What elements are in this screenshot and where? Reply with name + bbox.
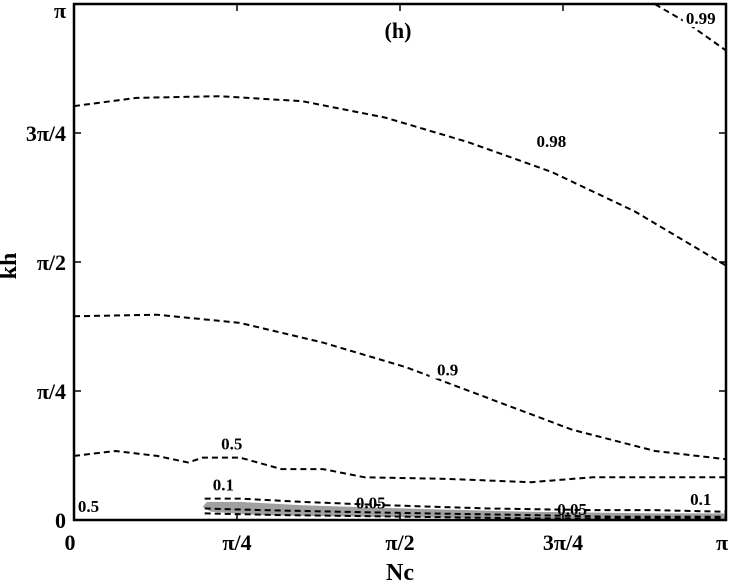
y-axis-label: kh xyxy=(0,253,22,280)
x-tick-label-1: π/4 xyxy=(222,530,251,555)
contour-label-1: 0.98 xyxy=(536,132,566,151)
contour-line-4 xyxy=(204,497,726,513)
x-tick-label-2: π/2 xyxy=(385,530,414,555)
contour-line-2 xyxy=(73,313,726,461)
contour-label-2: 0.9 xyxy=(437,360,458,379)
plot-frame xyxy=(72,2,728,522)
contour-label-0: 0.99 xyxy=(686,9,716,28)
x-tick-label-0: 0 xyxy=(65,530,76,555)
contour-label-bg-2 xyxy=(429,361,466,379)
y-tick-label-1: π/4 xyxy=(37,379,66,404)
contour-line-1 xyxy=(73,95,727,267)
contour-label-bg-0 xyxy=(682,9,719,27)
extra-label-1: 0.1 xyxy=(690,490,711,509)
contour-line-5 xyxy=(204,507,726,518)
y-tick-label-4: π xyxy=(54,0,66,23)
ticks-layer: 0 π/4 π/2 3π/4 π 0 π/4 π/2 3π/4 π xyxy=(26,0,728,555)
contour-lines-layer xyxy=(73,3,727,520)
x-tick-label-4: π xyxy=(716,530,728,555)
contour-label-6: 0.05 xyxy=(557,500,587,519)
contour-label-bg-1 xyxy=(533,133,570,151)
contour-label-4: 0.1 xyxy=(213,475,234,494)
y-tick-label-3: 3π/4 xyxy=(26,121,66,146)
contour-labels-layer: 0.99 0.98 0.9 0.5 0.1 0.05 0.05 0.5 0.1 xyxy=(78,9,719,519)
x-tick-label-3: 3π/4 xyxy=(543,530,583,555)
contour-label-5: 0.05 xyxy=(356,494,386,513)
contour-label-bg-3 xyxy=(213,435,250,453)
y-tick-label-0: 0 xyxy=(55,508,66,533)
extra-label-0: 0.5 xyxy=(78,497,99,516)
contour-label-3: 0.5 xyxy=(221,434,242,453)
panel-label: (h) xyxy=(385,18,412,43)
y-tick-label-2: π/2 xyxy=(37,250,66,275)
x-axis-label: Nc xyxy=(386,560,414,584)
contour-line-6 xyxy=(204,512,726,520)
contour-line-3 xyxy=(73,449,726,484)
